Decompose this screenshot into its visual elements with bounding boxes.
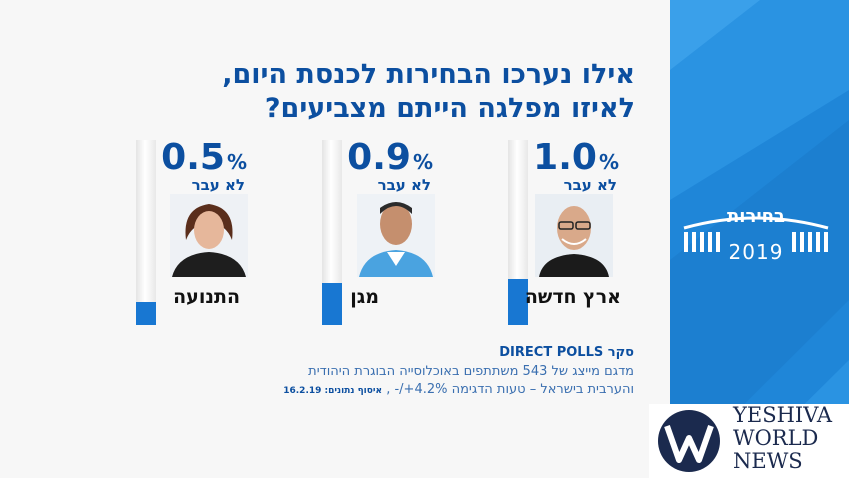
status-label-3: לא עבר (191, 176, 245, 194)
logo-year: 2019 (728, 240, 784, 264)
ywn-logo-icon (658, 410, 720, 472)
poll-sample-line: מדגם מייצג של 543 משתתפים באוכלוסייה הבו… (308, 364, 634, 379)
value-number-1: 1.0 (533, 137, 597, 178)
party-label-3: התנועה (173, 286, 240, 308)
title-line-2: לאיזו מפלגה הייתם מצביעים? (264, 93, 635, 124)
ywn-line-3: NEWS (733, 449, 803, 473)
value-label-1: 1.0% (533, 138, 619, 182)
bar-1 (508, 279, 528, 325)
candidate-photo-1 (535, 194, 613, 277)
bar-2 (322, 283, 342, 325)
ywn-line-2: WORLD (733, 426, 819, 450)
poll-error-line: והערבית בישראל – טעות הדגימה 4.2%+/- , א… (283, 382, 634, 397)
value-label-2: 0.9% (347, 138, 433, 182)
yeshiva-world-news-watermark: YESHIVA WORLD NEWS (649, 404, 849, 478)
page-title: אילו נערכו הבחירות לכנסת היום, לאיזו מפל… (115, 58, 635, 126)
bar-3 (136, 302, 156, 325)
bar-track-1 (508, 140, 528, 325)
value-unit-3: % (226, 150, 247, 174)
bar-track-2 (322, 140, 342, 325)
ywn-wordmark: YESHIVA WORLD NEWS (733, 404, 849, 473)
candidate-photo-3 (170, 194, 248, 277)
party-label-2: מגן (350, 286, 379, 308)
poll-source: סקר DIRECT POLLS (499, 345, 634, 360)
ywn-line-1: YESHIVA (733, 403, 833, 427)
poll-error-text: והערבית בישראל – טעות הדגימה 4.2%+/- , (382, 382, 634, 397)
bar-track-3 (136, 140, 156, 325)
knesset-building-icon (683, 216, 829, 252)
status-label-2: לא עבר (377, 176, 431, 194)
value-number-2: 0.9 (347, 137, 411, 178)
value-number-3: 0.5 (161, 137, 225, 178)
logo-word: בחירות (727, 206, 785, 227)
party-label-1: ארץ חדשה (524, 286, 621, 308)
elections-logo: בחירות 2019 (676, 206, 836, 276)
poll-date: איסוף נתונים: 16.2.19 (283, 386, 383, 396)
value-unit-2: % (412, 150, 433, 174)
value-label-3: 0.5% (161, 138, 247, 182)
status-label-1: לא עבר (563, 176, 617, 194)
title-line-1: אילו נערכו הבחירות לכנסת היום, (222, 59, 635, 90)
candidate-photo-2 (357, 194, 435, 277)
value-unit-1: % (598, 150, 619, 174)
